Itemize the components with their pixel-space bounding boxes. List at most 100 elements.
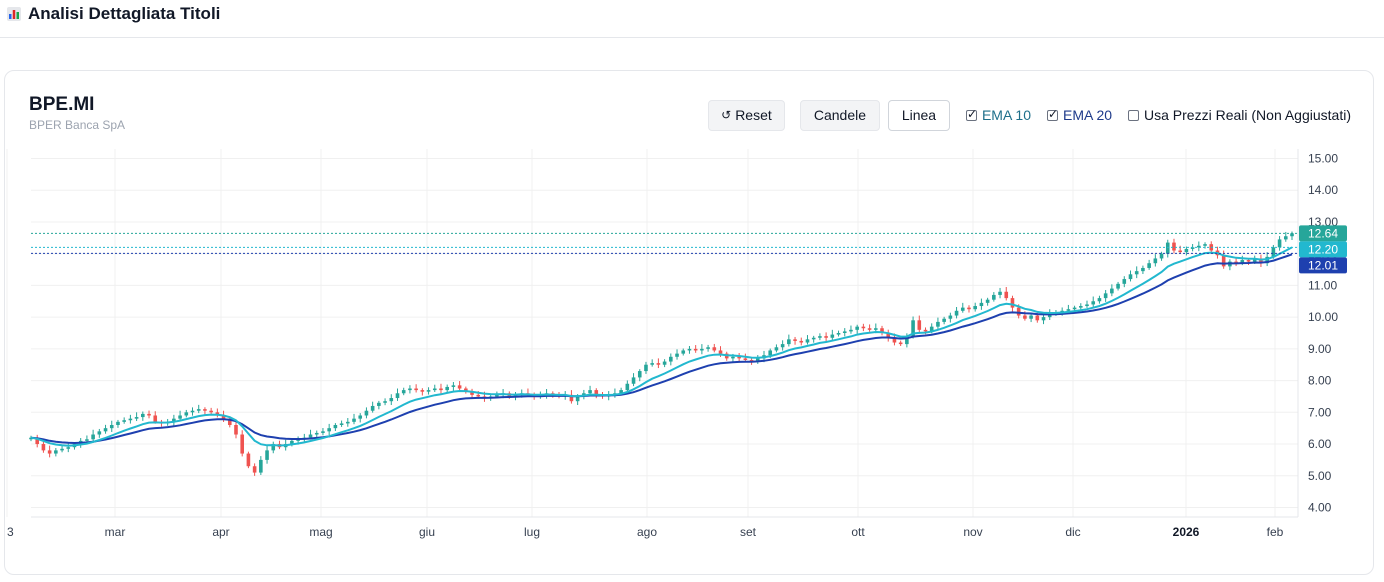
price-chart[interactable]: 15.0014.0013.0012.0011.0010.009.008.007.… xyxy=(5,149,1375,549)
candle xyxy=(290,440,294,445)
candle xyxy=(811,337,816,340)
ema10-value-label: 12.20 xyxy=(1308,242,1338,256)
candle xyxy=(1259,258,1263,264)
y-tick-label: 4.00 xyxy=(1308,500,1332,514)
candle xyxy=(1141,267,1145,272)
candle xyxy=(1004,291,1009,299)
chart-svg[interactable]: 15.0014.0013.0012.0011.0010.009.008.007.… xyxy=(5,149,1375,549)
candle xyxy=(793,339,797,341)
candle xyxy=(209,410,213,413)
ema20-value-badge xyxy=(1299,257,1347,274)
candle xyxy=(339,423,344,425)
candle xyxy=(408,388,412,391)
candle xyxy=(656,363,661,365)
chart-controls: ↺ Reset Candele Linea EMA 10 EMA 20 Usa … xyxy=(707,99,1351,131)
candle xyxy=(314,432,319,435)
candle xyxy=(637,371,642,378)
app-title: Analisi Dettagliata Titoli xyxy=(6,4,220,24)
candle xyxy=(1072,307,1077,310)
candle xyxy=(780,344,785,348)
x-tick-label: ott xyxy=(851,525,865,539)
candle xyxy=(296,439,300,441)
x-tick-label: 3 xyxy=(7,525,14,539)
candle xyxy=(718,350,723,354)
candle xyxy=(109,425,114,429)
candle xyxy=(470,391,474,395)
candle xyxy=(1085,304,1089,307)
candle xyxy=(321,431,325,433)
candle xyxy=(47,450,52,454)
candle xyxy=(675,353,679,357)
x-tick-label: mar xyxy=(105,525,126,539)
line-button[interactable]: Linea xyxy=(887,99,950,131)
candle xyxy=(662,361,667,365)
candle xyxy=(842,331,847,333)
candle xyxy=(967,307,971,310)
real-prices-toggle[interactable]: Usa Prezzi Reali (Non Aggiustati) xyxy=(1128,107,1351,123)
candle xyxy=(103,428,108,432)
reset-button[interactable]: ↺ Reset xyxy=(707,99,785,131)
candle xyxy=(774,347,779,351)
candle xyxy=(1246,260,1251,262)
candle xyxy=(706,347,710,349)
candle xyxy=(451,385,456,387)
candle xyxy=(85,439,89,441)
y-tick-label: 8.00 xyxy=(1308,374,1332,388)
ema20-line xyxy=(30,253,1293,445)
candle xyxy=(743,358,748,360)
real-prices-checkbox[interactable] xyxy=(1128,109,1140,121)
candle xyxy=(184,412,189,416)
candle xyxy=(625,383,630,391)
candle xyxy=(631,377,636,384)
real-prices-label: Usa Prezzi Reali (Non Aggiustati) xyxy=(1144,107,1351,123)
ema10-line xyxy=(30,246,1293,447)
candle xyxy=(364,410,369,416)
ema20-toggle[interactable]: EMA 20 xyxy=(1046,107,1113,123)
candle xyxy=(54,450,58,454)
candle xyxy=(588,390,592,394)
candle xyxy=(1197,245,1201,248)
candle xyxy=(700,348,704,351)
y-tick-label: 10.00 xyxy=(1308,310,1338,324)
candle xyxy=(973,306,977,310)
candle xyxy=(116,421,120,425)
candle xyxy=(1029,315,1033,319)
ema20-label: EMA 20 xyxy=(1062,107,1113,123)
ema10-toggle[interactable]: EMA 10 xyxy=(965,107,1031,123)
y-tick-label: 5.00 xyxy=(1308,469,1332,483)
ema20-value-label: 12.01 xyxy=(1308,258,1338,272)
candle xyxy=(1116,283,1120,289)
y-tick-label: 14.00 xyxy=(1308,183,1338,197)
candle xyxy=(1128,274,1133,280)
bar-chart-icon xyxy=(6,6,22,22)
candle xyxy=(91,434,95,440)
ema10-label: EMA 10 xyxy=(981,107,1031,123)
candle xyxy=(917,320,922,330)
x-tick-label: apr xyxy=(212,525,229,539)
candle xyxy=(929,326,934,332)
candle xyxy=(389,398,394,402)
candle xyxy=(476,394,481,397)
candles-button[interactable]: Candele xyxy=(799,99,880,131)
candle xyxy=(880,328,884,333)
ema20-checkbox[interactable] xyxy=(1046,107,1058,121)
candle xyxy=(141,413,145,418)
candle xyxy=(358,415,363,419)
candle xyxy=(1203,244,1207,246)
ema10-checkbox[interactable] xyxy=(965,107,977,121)
app-header: Analisi Dettagliata Titoli xyxy=(0,0,1384,38)
candle xyxy=(1240,260,1245,264)
candle xyxy=(1190,247,1195,249)
candle xyxy=(1153,258,1158,264)
candle xyxy=(936,321,940,327)
candle xyxy=(867,328,872,330)
candle xyxy=(60,448,64,451)
candle xyxy=(1165,242,1170,254)
candle xyxy=(271,444,276,451)
candle xyxy=(35,437,40,445)
candle xyxy=(1091,301,1096,305)
candle xyxy=(1178,250,1182,253)
candle xyxy=(1184,248,1189,253)
candle xyxy=(737,356,741,359)
candle xyxy=(849,329,853,332)
